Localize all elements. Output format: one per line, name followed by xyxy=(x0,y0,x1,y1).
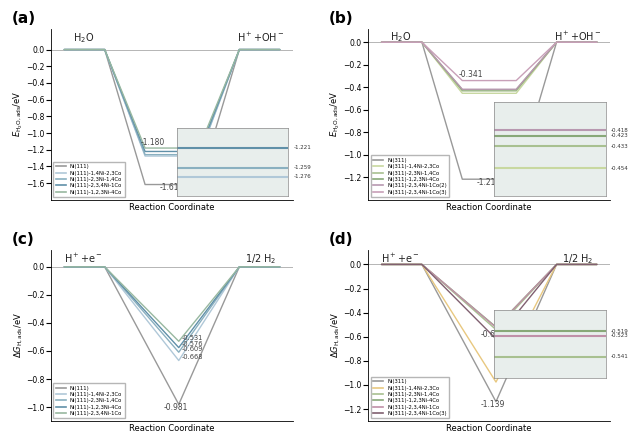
Text: -0.609: -0.609 xyxy=(182,346,203,352)
Text: -0.341: -0.341 xyxy=(458,70,483,79)
Text: -0.531: -0.531 xyxy=(182,335,203,341)
Y-axis label: $\Delta G_{\mathrm{H,ads}}$/eV: $\Delta G_{\mathrm{H,ads}}$/eV xyxy=(12,313,25,358)
Y-axis label: $\Delta G_{\mathrm{H,ads}}$/eV: $\Delta G_{\mathrm{H,ads}}$/eV xyxy=(330,313,342,358)
Text: -1.180: -1.180 xyxy=(141,138,165,147)
Text: 1/2 H$_2$: 1/2 H$_2$ xyxy=(245,252,276,266)
X-axis label: Reaction Coordinate: Reaction Coordinate xyxy=(447,202,532,212)
Y-axis label: $E_{\mathrm{H_2O,ads}}$/eV: $E_{\mathrm{H_2O,ads}}$/eV xyxy=(11,91,25,138)
Text: (c): (c) xyxy=(12,232,35,247)
Text: -0.668: -0.668 xyxy=(182,354,203,360)
Legend: Ni(111), Ni(111)-1,4Ni-2,3Co, Ni(111)-2,3Ni-1,4Co, Ni(111)-2,3,4Ni-1Co, Ni(111)-: Ni(111), Ni(111)-1,4Ni-2,3Co, Ni(111)-2,… xyxy=(53,162,125,197)
Text: (b): (b) xyxy=(329,11,354,26)
Text: H$^+$+OH$^-$: H$^+$+OH$^-$ xyxy=(554,30,602,44)
Text: -0.576: -0.576 xyxy=(182,341,203,347)
Legend: Ni(311), Ni(311)-1,4Ni-2,3Co, Ni(311)-2,3Ni-1,4Co, Ni(311)-1,2,3Ni-4Co, Ni(311)-: Ni(311), Ni(311)-1,4Ni-2,3Co, Ni(311)-2,… xyxy=(371,155,449,197)
Legend: Ni(311), Ni(311)-1,4Ni-2,3Co, Ni(311)-2,3Ni-1,4Co, Ni(311)-1,2,3Ni-4Co, Ni(311)-: Ni(311), Ni(311)-1,4Ni-2,3Co, Ni(311)-2,… xyxy=(371,377,449,419)
Text: (d): (d) xyxy=(329,232,354,247)
Text: -1.217: -1.217 xyxy=(477,178,501,187)
Text: -1.139: -1.139 xyxy=(481,400,506,408)
Text: H$^+$+OH$^-$: H$^+$+OH$^-$ xyxy=(237,31,285,44)
Text: -1.617: -1.617 xyxy=(160,182,184,191)
Text: H$_2$O: H$_2$O xyxy=(390,30,411,44)
X-axis label: Reaction Coordinate: Reaction Coordinate xyxy=(129,202,215,212)
X-axis label: Reaction Coordinate: Reaction Coordinate xyxy=(129,424,215,433)
Legend: Ni(111), Ni(111)-1,4Ni-2,3Co, Ni(111)-2,3Ni-1,4Co, Ni(111)-1,2,3Ni-4Co, Ni(111)-: Ni(111), Ni(111)-1,4Ni-2,3Co, Ni(111)-2,… xyxy=(53,383,125,419)
Text: -0.618: -0.618 xyxy=(481,329,506,338)
Text: -0.981: -0.981 xyxy=(164,403,188,412)
Text: 1/2 H$_2$: 1/2 H$_2$ xyxy=(563,252,594,266)
Text: H$^+$+e$^-$: H$^+$+e$^-$ xyxy=(381,252,420,265)
Text: H$^+$+e$^-$: H$^+$+e$^-$ xyxy=(64,252,102,265)
Text: (a): (a) xyxy=(12,11,36,26)
X-axis label: Reaction Coordinate: Reaction Coordinate xyxy=(447,424,532,433)
Text: H$_2$O: H$_2$O xyxy=(72,31,93,45)
Y-axis label: $E_{\mathrm{H_2O,ads}}$/eV: $E_{\mathrm{H_2O,ads}}$/eV xyxy=(328,91,342,138)
